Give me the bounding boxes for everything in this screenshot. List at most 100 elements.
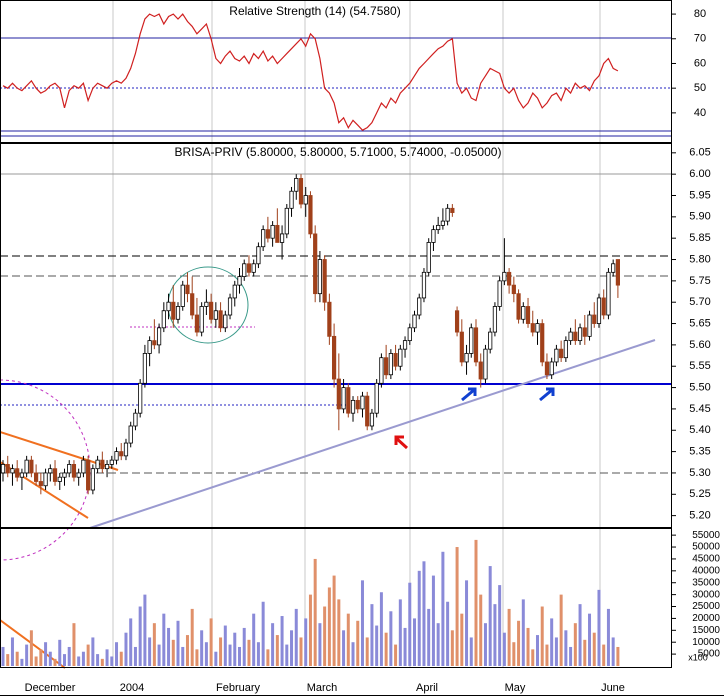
volume-bar (238, 646, 241, 666)
volume-bar (204, 642, 208, 666)
candle-body (417, 297, 422, 316)
volume-bar (39, 649, 43, 666)
volume-bar (512, 642, 516, 666)
volume-bar (531, 649, 535, 666)
candle-body (237, 276, 242, 286)
candle-body (194, 314, 200, 333)
volume-bar (502, 632, 506, 666)
candle-body (454, 310, 460, 333)
y-tick-label: 5.95 (689, 189, 710, 201)
volume-bar (606, 608, 610, 666)
candle-body (256, 246, 261, 265)
y-tick-label: 6.00 (689, 168, 710, 180)
candle-body (507, 271, 512, 286)
volume-bar (554, 637, 558, 666)
y-tick-label: 20000 (692, 613, 720, 624)
candle-body (407, 327, 412, 342)
y-tick-label: 40000 (692, 565, 720, 576)
volume-bar (105, 649, 109, 666)
candle-body (81, 459, 86, 474)
candle-body (109, 459, 114, 465)
candle-body (133, 412, 138, 427)
candle-body (426, 242, 431, 273)
candle-body (393, 353, 398, 367)
candle-body (218, 310, 223, 329)
volume-bar (588, 613, 592, 666)
candle-body (204, 301, 209, 307)
candle-body (384, 357, 389, 376)
x-tick-label: December (25, 682, 76, 694)
candle-body (559, 348, 564, 359)
candle-body (76, 472, 81, 478)
y-tick-label: 50 (694, 82, 706, 94)
volume-bar (275, 635, 279, 666)
x-tick-label: April (416, 682, 438, 694)
candle-body (128, 425, 133, 444)
candle-body (549, 361, 554, 376)
volume-bar (417, 570, 421, 666)
candle-body (502, 271, 507, 282)
candle-body (554, 348, 559, 363)
candle-body (275, 224, 280, 243)
volume-bar (157, 644, 161, 666)
volume-bar (436, 623, 440, 666)
candle-body (15, 468, 20, 478)
volume-bar (356, 620, 360, 666)
volume-bar (10, 637, 14, 666)
volume-bar (545, 644, 549, 666)
candle-body (223, 314, 228, 329)
volume-bar (540, 606, 544, 666)
volume-bar (427, 608, 431, 666)
y-tick-label: 5.70 (689, 296, 710, 308)
candle-body (161, 310, 166, 329)
candle-body (535, 323, 540, 333)
volume-bar (408, 582, 412, 666)
volume-bar (611, 637, 615, 666)
volume-bar (152, 623, 156, 666)
candle-body (289, 190, 294, 209)
volume-bar (25, 644, 29, 666)
candle-body (388, 353, 393, 376)
volume-bar (394, 644, 398, 666)
y-tick-label: 5.65 (689, 317, 710, 329)
volume-bar (488, 566, 492, 666)
volume-bar (592, 632, 596, 666)
candle-body (592, 314, 597, 324)
volume-bar (53, 658, 57, 666)
volume-bar (100, 658, 104, 666)
volume-bar (535, 635, 539, 666)
candle-body (360, 395, 365, 410)
volume-bar (214, 651, 218, 666)
volume-bar (483, 623, 487, 666)
candle-body (563, 340, 568, 359)
candle-body (104, 464, 110, 470)
candle-body (431, 229, 436, 243)
y-tick-label: 6.05 (689, 147, 710, 159)
candle-body (521, 306, 526, 320)
volume-bar (62, 654, 66, 666)
candle-body (497, 280, 502, 307)
candle-body (478, 361, 483, 380)
volume-bar (384, 632, 388, 666)
candle-body (114, 451, 119, 461)
candle-body (19, 472, 25, 478)
x-tick-label: June (601, 682, 625, 694)
y-tick-label: 5.50 (689, 381, 710, 393)
volume-bar (133, 646, 137, 666)
candle-body (464, 353, 469, 363)
candle-body (246, 263, 252, 273)
y-tick-label: 50000 (692, 542, 720, 553)
candle-body (298, 178, 304, 205)
volume-bar (285, 644, 289, 666)
candle-body (190, 293, 195, 316)
candle-body (346, 387, 351, 414)
volume-bar (195, 649, 199, 666)
volume-bar (375, 625, 379, 666)
candle-body (568, 331, 573, 342)
volume-bar (304, 618, 308, 666)
candle-body (209, 301, 214, 320)
y-tick-label: 5.40 (689, 424, 710, 436)
candle-body (492, 306, 498, 333)
candle-body (265, 229, 270, 239)
